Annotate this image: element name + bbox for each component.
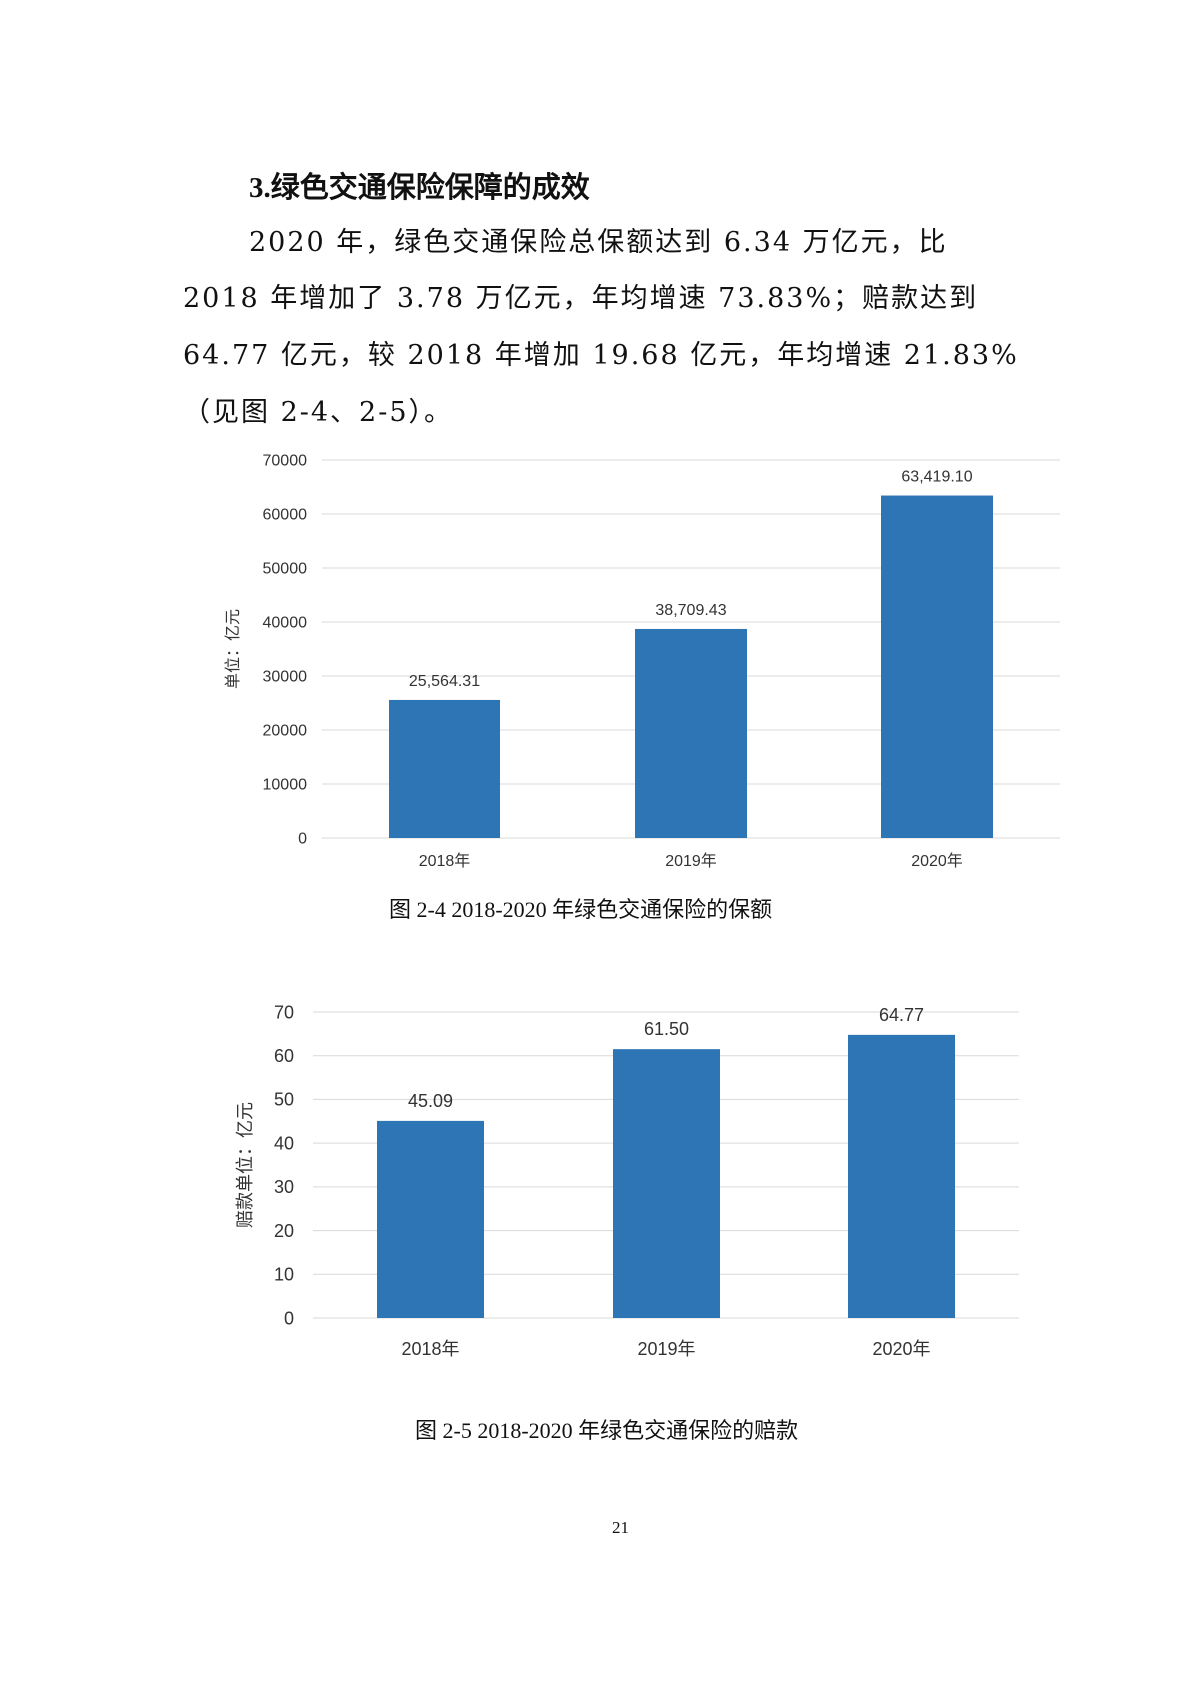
data-label: 25,564.31 — [409, 673, 480, 690]
y-tick-label: 20000 — [263, 723, 308, 740]
figure-caption-2-5: 图 2-5 2018-2020 年绿色交通保险的赔款 — [415, 1418, 799, 1443]
y-tick-label: 60000 — [263, 507, 308, 524]
x-tick-label: 2018年 — [401, 1339, 459, 1359]
y-tick-label: 40000 — [263, 615, 308, 632]
x-tick-label: 2020年 — [872, 1339, 930, 1359]
data-label: 64.77 — [879, 1005, 924, 1025]
y-tick-label: 50 — [274, 1090, 294, 1110]
data-label: 45.09 — [408, 1091, 453, 1111]
y-tick-label: 0 — [298, 831, 307, 848]
y-tick-label: 0 — [284, 1308, 294, 1328]
x-tick-label: 2018年 — [419, 852, 471, 870]
paragraph-line: （见图 2-4、2-5）。 — [183, 397, 454, 428]
data-label: 63,419.10 — [901, 469, 972, 486]
bar-2018年 — [377, 1120, 484, 1318]
y-tick-label: 70 — [274, 1002, 294, 1022]
y-tick-label: 30 — [274, 1177, 294, 1197]
y-tick-label: 30000 — [263, 669, 308, 686]
bar-2018年 — [389, 699, 500, 838]
page-number: 21 — [612, 1518, 629, 1537]
y-axis-title: 赔款单位：亿元 — [235, 1102, 255, 1228]
y-tick-label: 40 — [274, 1133, 294, 1153]
data-label: 38,709.43 — [655, 602, 726, 619]
y-tick-label: 70000 — [263, 453, 308, 470]
section-heading: 3.绿色交通保险保障的成效 — [249, 172, 590, 204]
x-tick-label: 2019年 — [665, 852, 717, 870]
paragraph-line: 2020 年，绿色交通保险总保额达到 6.34 万亿元，比 — [249, 227, 948, 258]
figure-caption-2-4: 图 2-4 2018-2020 年绿色交通保险的保额 — [389, 897, 773, 922]
y-axis-title: 单位：亿元 — [224, 609, 242, 689]
y-tick-label: 50000 — [263, 561, 308, 578]
bar-2019年 — [635, 628, 747, 838]
data-label: 61.50 — [644, 1019, 689, 1039]
y-tick-label: 10000 — [263, 777, 308, 794]
y-tick-label: 20 — [274, 1221, 294, 1241]
y-tick-label: 10 — [274, 1265, 294, 1285]
paragraph-line: 2018 年增加了 3.78 万亿元，年均增速 73.83%；赔款达到 — [183, 283, 979, 314]
bar-2020年 — [881, 495, 993, 838]
y-tick-label: 60 — [274, 1046, 294, 1066]
paragraph-line: 64.77 亿元，较 2018 年增加 19.68 亿元，年均增速 21.83% — [183, 340, 1019, 371]
x-tick-label: 2020年 — [911, 852, 963, 870]
bar-2020年 — [848, 1034, 955, 1318]
x-tick-label: 2019年 — [637, 1339, 695, 1359]
bar-2019年 — [613, 1049, 720, 1318]
